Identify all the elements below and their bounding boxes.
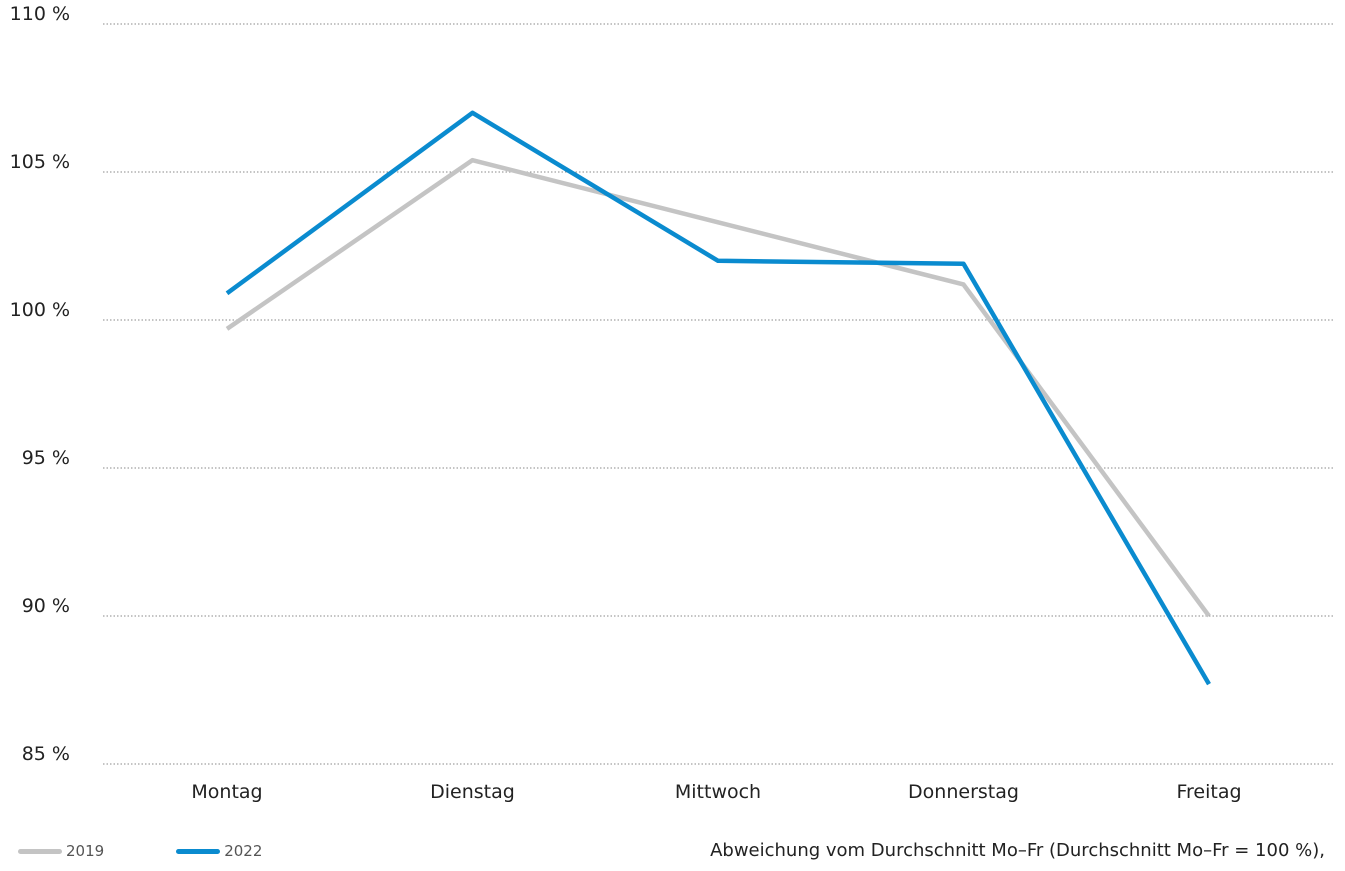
x-category-label-montag: Montag [191,781,262,803]
y-tick-label-95: 95 % [22,447,70,469]
y-tick-label-100: 100 % [10,299,70,321]
legend: 2019 2022 [18,842,334,860]
series-line-2019 [225,157,1211,618]
legend-label-2022: 2022 [224,842,263,860]
legend-swatch-2019 [18,848,62,854]
chart-note: Abweichung vom Durchschnitt Mo–Fr (Durch… [710,840,1325,861]
legend-item-2019: 2019 [18,842,104,860]
x-category-label-freitag: Freitag [1176,781,1241,803]
x-axis-category-labels: Montag Dienstag Mittwoch Donnerstag Freitag [191,781,1241,803]
series-line-2022 [225,110,1211,686]
legend-label-2019: 2019 [66,842,105,860]
y-tick-label-85: 85 % [22,743,70,765]
y-tick-label-90: 90 % [22,595,70,617]
x-category-label-donnerstag: Donnerstag [908,781,1019,803]
x-category-label-mittwoch: Mittwoch [675,781,761,803]
line-chart: 85 % 90 % 95 % 100 % 105 % 110 % Montag Dienst… [10,3,1333,803]
y-axis-tick-labels: 85 % 90 % 95 % 100 % 105 % 110 % [10,3,70,765]
y-tick-label-110: 110 % [10,3,70,25]
y-tick-label-105: 105 % [10,151,70,173]
grid-lines [103,23,1333,765]
series-lines [225,110,1211,686]
legend-swatch-2022 [176,848,221,854]
legend-item-2022: 2022 [176,842,262,860]
x-category-label-dienstag: Dienstag [430,781,515,803]
